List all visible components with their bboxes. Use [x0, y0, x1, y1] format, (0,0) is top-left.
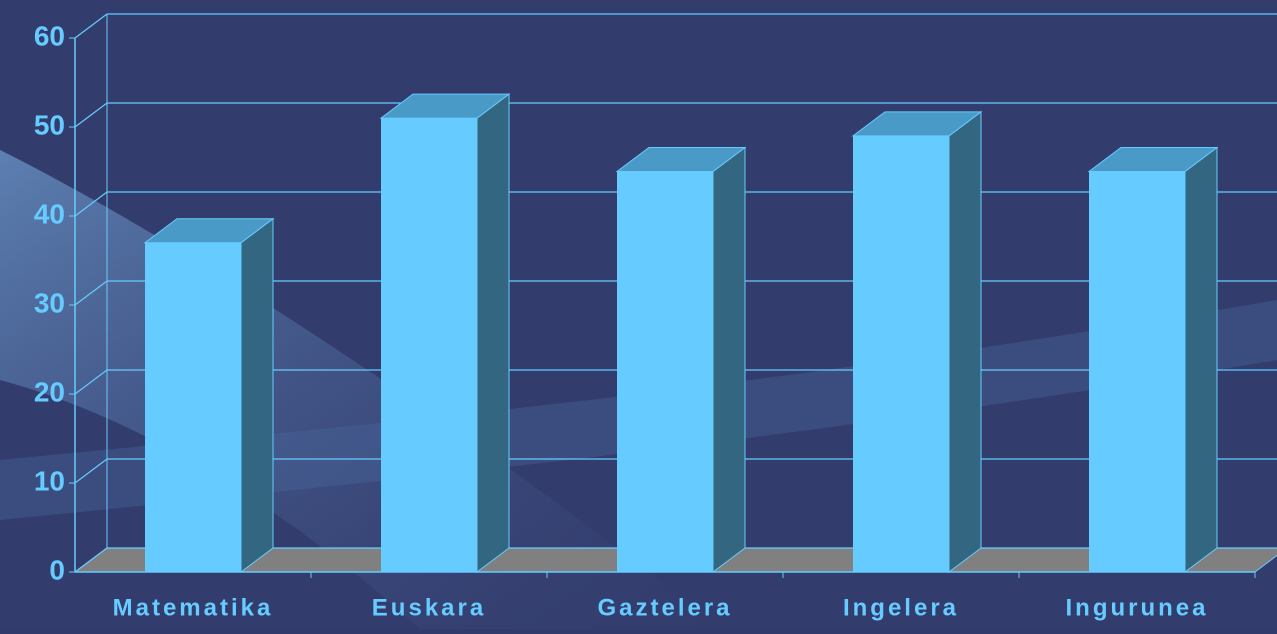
- bar-side: [948, 110, 982, 573]
- grid-line: [74, 13, 108, 39]
- y-tick-label: 30: [34, 287, 65, 318]
- grid-line: [74, 191, 108, 217]
- bar-side: [1184, 146, 1218, 573]
- x-tick-label: Ingelera: [843, 594, 959, 621]
- grid-line: [74, 369, 108, 395]
- bar: [853, 135, 949, 572]
- y-tick-label: 20: [34, 376, 65, 407]
- x-tick-label: Euskara: [372, 594, 486, 621]
- y-tick-label: 60: [34, 20, 65, 51]
- bar-side: [476, 93, 510, 573]
- bar-side: [712, 146, 746, 573]
- bar-side: [240, 217, 274, 573]
- x-tick-label: Matematika: [113, 594, 274, 621]
- x-tick-label: Ingurunea: [1065, 594, 1208, 621]
- grid-line: [74, 280, 108, 306]
- grid-line: [74, 547, 108, 573]
- y-tick-label: 0: [49, 554, 65, 585]
- y-tick-label: 40: [34, 198, 65, 229]
- plot: 0 10 20 30 40 50 60 Matematika Euskara Gaztelera I…: [34, 13, 1277, 621]
- bar: [145, 242, 241, 572]
- x-tick-label: Gaztelera: [597, 594, 732, 621]
- y-tick-label: 50: [34, 109, 65, 140]
- bar: [1089, 171, 1185, 572]
- bar: [617, 171, 713, 572]
- grid-line: [74, 102, 108, 128]
- bar: [381, 118, 477, 572]
- y-tick-label: 10: [34, 465, 65, 496]
- grid-line: [74, 458, 108, 484]
